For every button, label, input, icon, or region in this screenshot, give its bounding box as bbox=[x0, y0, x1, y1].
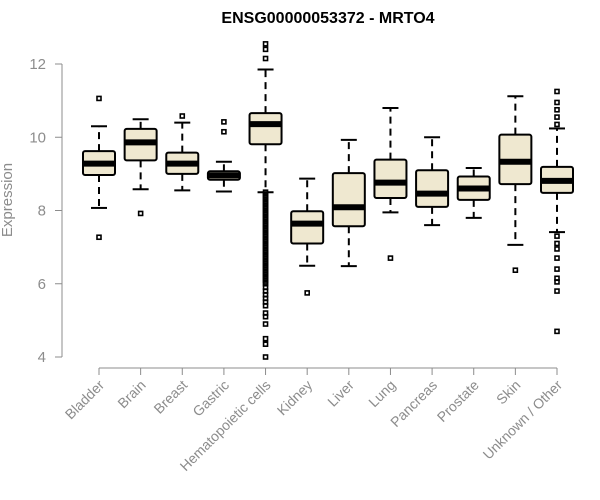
x-tick-label: Brain bbox=[114, 377, 148, 411]
y-tick-label: 4 bbox=[38, 349, 46, 366]
x-tick-label: Breast bbox=[150, 377, 190, 417]
outlier-point bbox=[554, 255, 560, 261]
box-group bbox=[415, 136, 450, 227]
y-axis: 4 6 8 10 12 bbox=[29, 56, 63, 366]
iqr-box bbox=[248, 112, 283, 146]
outlier-point bbox=[96, 234, 102, 241]
box-group bbox=[206, 119, 241, 193]
x-tick-label: Bladder bbox=[62, 377, 108, 423]
outlier-point bbox=[554, 233, 560, 239]
x-tick-label: Prostate bbox=[434, 377, 482, 425]
x-tick-label: Liver bbox=[324, 377, 357, 410]
chart-title: ENSG00000053372 - MRTO4 bbox=[221, 10, 434, 27]
box-group bbox=[456, 167, 491, 219]
y-tick-label: 10 bbox=[29, 129, 46, 146]
outlier-point bbox=[554, 88, 560, 95]
outlier-point bbox=[262, 46, 269, 53]
outlier-point bbox=[554, 106, 560, 113]
outlier-point bbox=[554, 121, 560, 128]
x-tick-label: Skin bbox=[493, 377, 524, 408]
outlier-point bbox=[262, 313, 269, 320]
outlier-point bbox=[554, 288, 560, 294]
box-group bbox=[82, 95, 116, 241]
box-group bbox=[123, 118, 158, 217]
outlier-point bbox=[262, 321, 269, 327]
y-axis-label: Expression bbox=[0, 163, 16, 237]
outlier-point bbox=[554, 246, 560, 252]
outlier-point bbox=[262, 335, 269, 342]
outlier-point bbox=[387, 255, 394, 261]
iqr-box bbox=[290, 210, 325, 245]
iqr-box bbox=[415, 169, 450, 208]
outlier-point bbox=[512, 267, 519, 273]
outlier-point bbox=[96, 95, 102, 102]
box-group bbox=[165, 113, 200, 192]
outlier-point bbox=[554, 240, 560, 247]
outlier-point bbox=[304, 290, 310, 296]
outlier-point bbox=[554, 279, 560, 285]
outlier-point bbox=[554, 328, 560, 335]
outlier-point bbox=[179, 113, 186, 119]
outlier-point bbox=[221, 119, 227, 125]
x-tick-label: Unknown / Other bbox=[480, 377, 566, 463]
outlier-point bbox=[554, 99, 560, 106]
y-tick-label: 12 bbox=[29, 56, 46, 73]
outlier-point bbox=[262, 41, 269, 47]
outlier-point bbox=[262, 302, 269, 309]
box-group bbox=[331, 138, 366, 268]
outlier-point bbox=[262, 55, 269, 62]
outlier-point bbox=[262, 354, 269, 360]
iqr-box bbox=[331, 172, 366, 228]
outlier-point bbox=[554, 266, 560, 272]
box-group bbox=[373, 106, 408, 261]
iqr-box bbox=[373, 158, 408, 200]
outlier-point bbox=[221, 128, 227, 135]
outlier-point bbox=[137, 210, 144, 217]
outlier-point bbox=[262, 341, 269, 347]
box-group bbox=[248, 41, 283, 360]
box-series bbox=[82, 41, 574, 360]
x-tick-label: Kidney bbox=[274, 377, 316, 419]
box-group bbox=[498, 95, 533, 273]
y-tick-label: 8 bbox=[38, 203, 46, 220]
outlier-point bbox=[554, 114, 560, 120]
x-tick-label: Lung bbox=[365, 377, 398, 410]
box-group bbox=[290, 177, 325, 296]
y-tick-label: 6 bbox=[38, 276, 46, 293]
box-group bbox=[540, 88, 574, 335]
